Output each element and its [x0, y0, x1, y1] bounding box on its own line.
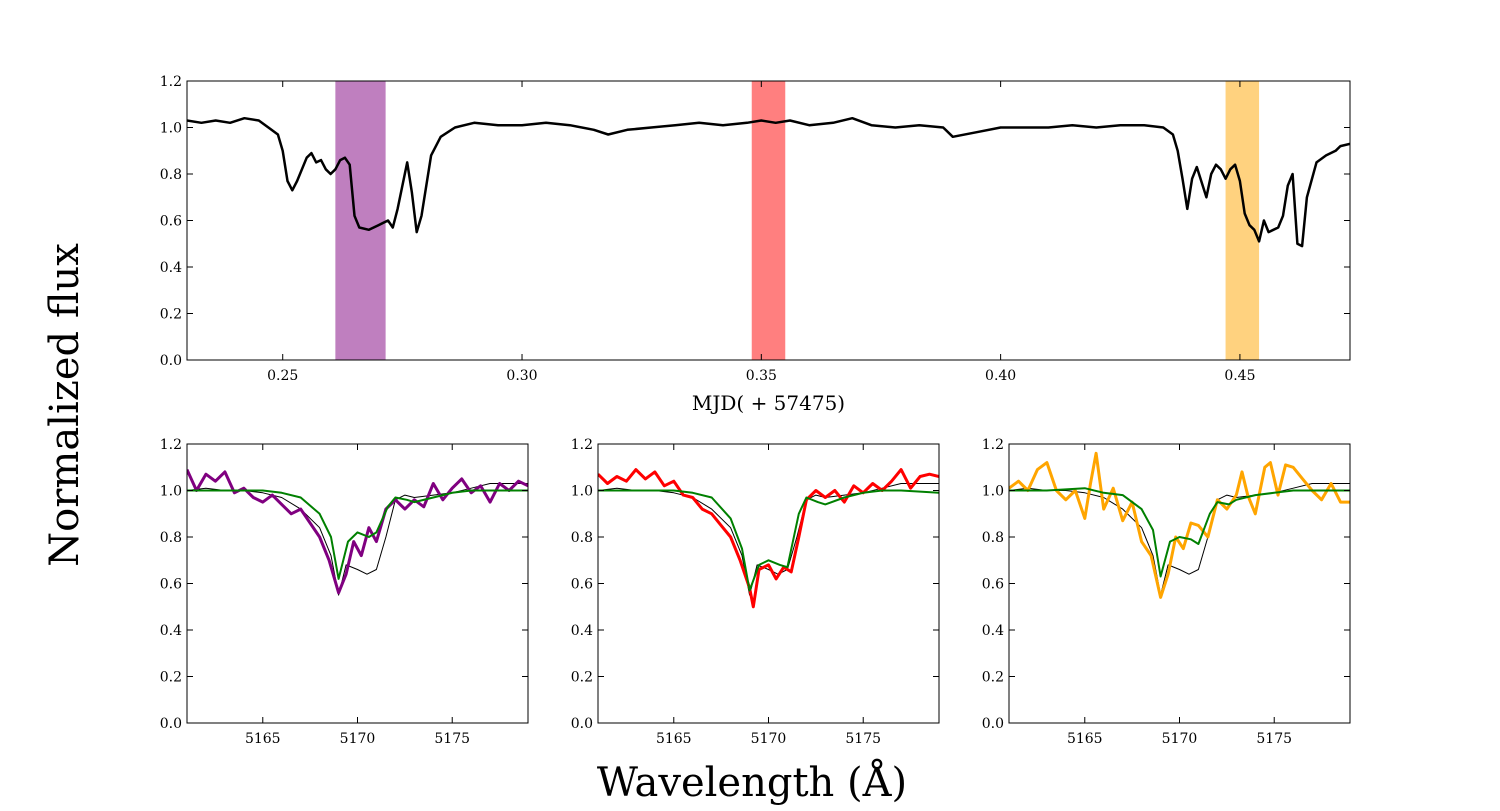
y-axis-label: Normalized flux	[42, 243, 88, 567]
spectrum-purple-ytick-label: 0.4	[160, 623, 182, 639]
spectrum-orange-ytick-label: 0.6	[982, 577, 1004, 593]
spectrum-orange-ytick-label: 0.8	[982, 530, 1004, 546]
lightcurve-ytick-label: 0.6	[160, 214, 182, 230]
spectrum-red-xtick-label: 5165	[656, 731, 692, 747]
spectrum-orange-xtick-label: 5170	[1162, 731, 1198, 747]
spectrum-red-ytick-label: 0.6	[571, 577, 593, 593]
lightcurve-ytick-label: 0.0	[160, 353, 182, 369]
lightcurve-xtick-label: 0.40	[985, 368, 1016, 384]
spectrum-red-ytick-label: 1.0	[571, 484, 593, 500]
lightcurve-series-flux	[187, 116, 1350, 248]
orange-band	[1225, 81, 1260, 360]
lightcurve-xtick-label: 0.35	[746, 368, 777, 384]
spectrum-red-ytick-label: 1.2	[571, 437, 593, 453]
spectrum-red-ytick-label: 0.4	[571, 623, 593, 639]
spectrum-purple-xtick-label: 5165	[245, 731, 281, 747]
spectrum-purple-xtick-label: 5175	[434, 731, 470, 747]
spectrum-purple-axes: 0.0 0.2 0.4 0.6 0.8 1.0 1.2 5165 5170 5175	[160, 437, 529, 747]
spectrum-orange-ytick-label: 0.2	[982, 670, 1004, 686]
spectrum-red-series-observed	[598, 468, 939, 609]
spectrum-orange-xtick-label: 5175	[1256, 731, 1292, 747]
spectrum-purple-ytick-label: 0.6	[160, 577, 182, 593]
lightcurve-xtick-label: 0.30	[506, 368, 537, 384]
red-band	[751, 81, 786, 360]
spectrum-red-ytick-label: 0.0	[571, 716, 593, 732]
lightcurve-ytick-label: 0.4	[160, 260, 182, 276]
spectrum-orange-ytick-label: 1.2	[982, 437, 1004, 453]
spectrum-orange-series-observed	[1009, 451, 1350, 599]
spectrum-purple-series-observed	[187, 468, 528, 595]
spectrum-purple-ytick-label: 0.0	[160, 716, 182, 732]
lightcurve-ytick-label: 0.8	[160, 167, 182, 183]
lightcurve-ytick-label: 0.2	[160, 307, 182, 323]
panels: 0.0 0.2 0.4 0.6 0.8 1.0 1.2 0.25 0.30 0.35 0.40 0.4…	[160, 74, 1351, 747]
spectrum-orange-axes: 0.0 0.2 0.4 0.6 0.8 1.0 1.2 5165 5170 5175	[982, 437, 1351, 747]
spectrum-purple-xtick-label: 5170	[340, 731, 376, 747]
spectrum-orange-frame	[1008, 443, 1351, 724]
lightcurve-axes: 0.0 0.2 0.4 0.6 0.8 1.0 1.2 0.25 0.30 0.35 0.40 0.4…	[160, 74, 1351, 415]
spectrum-red-ytick-label: 0.2	[571, 670, 593, 686]
lightcurve-xlabel: MJD( + 57475)	[692, 391, 845, 415]
lightcurve-xtick-label: 0.25	[267, 368, 298, 384]
spectrum-red-xtick-label: 5175	[845, 731, 881, 747]
spectrum-orange-xtick-label: 5165	[1067, 731, 1103, 747]
spectrum-purple-ytick-label: 0.8	[160, 530, 182, 546]
purple-band	[335, 81, 386, 360]
spectrum-purple-series-reference	[187, 483, 528, 596]
lightcurve-ytick-label: 1.2	[160, 74, 182, 90]
spectrum-red-ytick-label: 0.8	[571, 530, 593, 546]
spectrum-orange-series-model	[1009, 487, 1350, 578]
spectrum-purple-series-model	[187, 489, 528, 580]
spectrum-purple-ytick-label: 1.2	[160, 437, 182, 453]
spectrum-purple-ytick-label: 1.0	[160, 484, 182, 500]
spectrum-orange-ytick-label: 1.0	[982, 484, 1004, 500]
spectrum-red-series-reference	[598, 483, 939, 596]
spectrum-purple-ytick-label: 0.2	[160, 670, 182, 686]
spectrum-orange-series-reference	[1009, 483, 1350, 596]
spectrum-purple-frame	[186, 443, 529, 724]
x-axis-label: Wavelength (Å)	[597, 759, 907, 806]
lightcurve-xtick-label: 0.45	[1224, 368, 1255, 384]
spectrum-red-xtick-label: 5170	[751, 731, 787, 747]
spectrum-orange-ytick-label: 0.0	[982, 716, 1004, 732]
spectrum-red-series-model	[598, 489, 939, 592]
spectrum-red-axes: 0.0 0.2 0.4 0.6 0.8 1.0 1.2 5165 5170 5175	[571, 437, 940, 747]
spectrum-orange-ytick-label: 0.4	[982, 623, 1004, 639]
lightcurve-ytick-label: 1.0	[160, 121, 182, 137]
